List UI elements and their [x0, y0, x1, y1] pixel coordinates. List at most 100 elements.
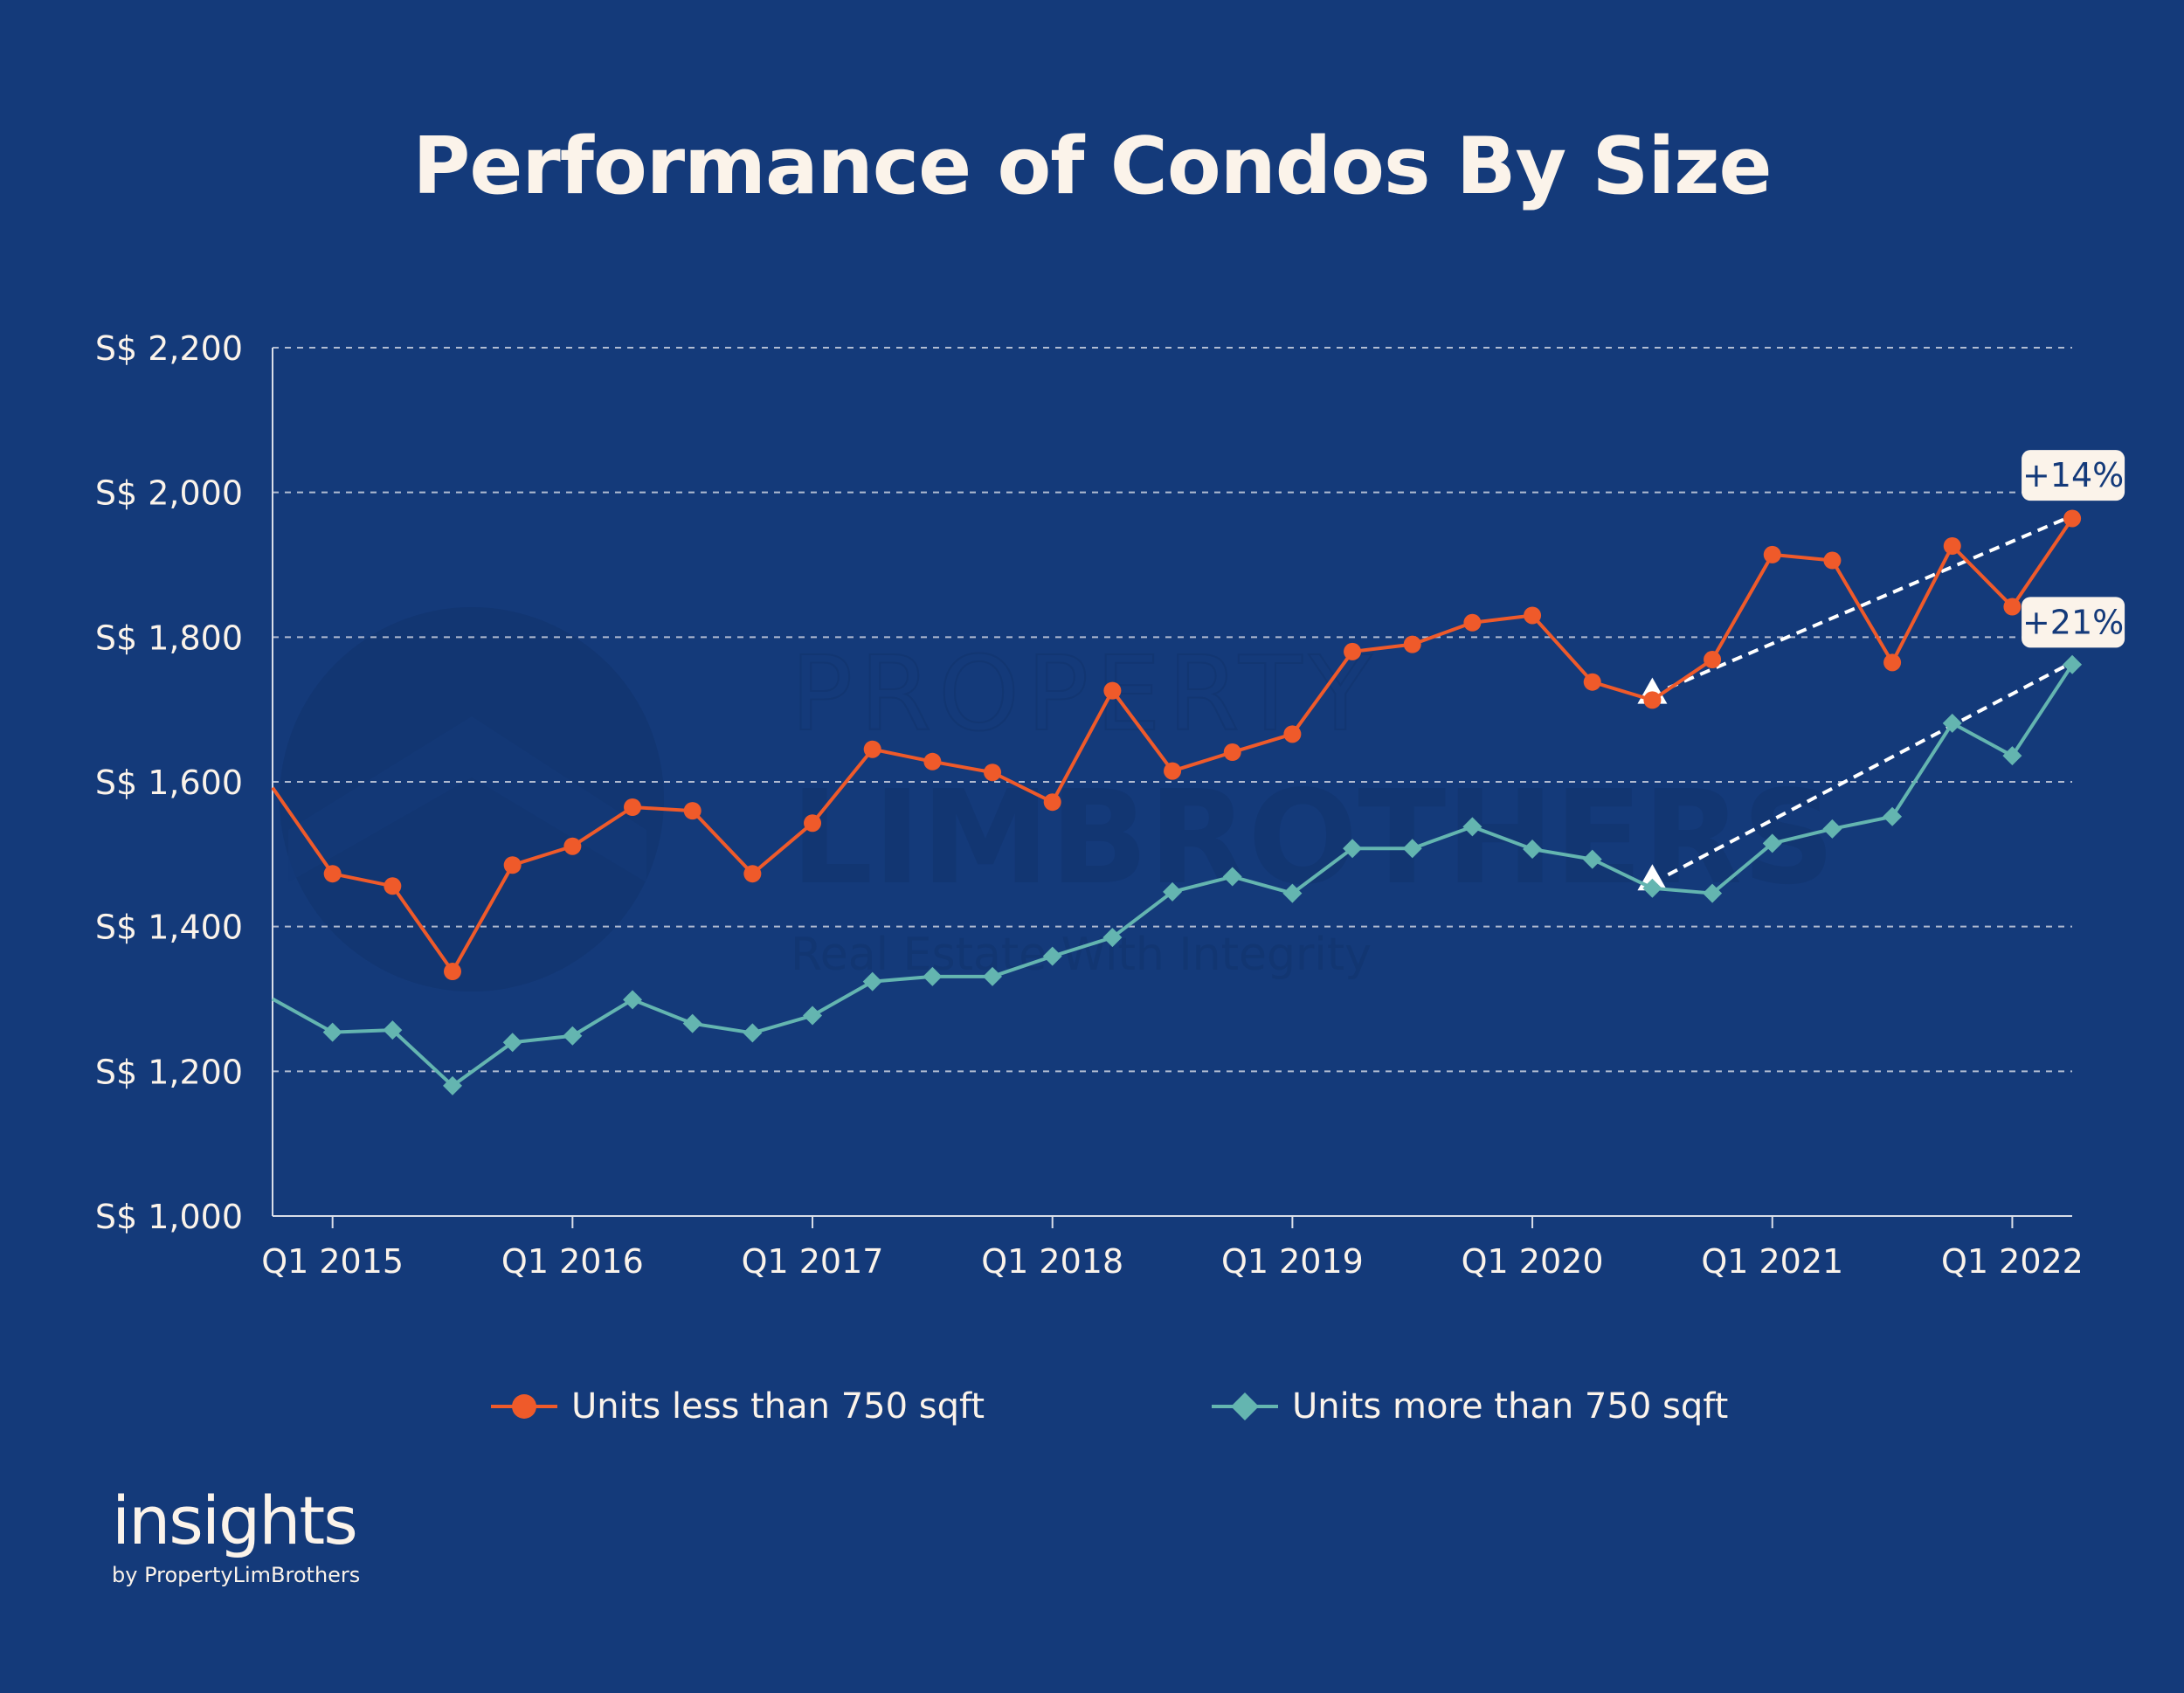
brand-logo: insights by PropertyLimBrothers: [112, 1485, 360, 1588]
data-point: [1583, 673, 1601, 691]
data-point: [1102, 928, 1123, 948]
data-point: [804, 814, 822, 833]
data-point: [1883, 653, 1902, 672]
data-point: [1822, 819, 1842, 839]
data-point: [1704, 651, 1722, 669]
y-tick-label: S$ 1,200: [95, 1053, 243, 1091]
data-point: [1222, 867, 1242, 887]
watermark-text-property: PROPERTY: [791, 633, 1379, 754]
data-point: [862, 971, 882, 992]
data-point: [322, 1022, 342, 1042]
data-point: [923, 752, 942, 770]
data-point: [1642, 878, 1662, 898]
y-tick-label: S$ 1,400: [95, 909, 243, 947]
y-tick-label: S$ 1,000: [95, 1198, 243, 1236]
callout-badge: +14%: [2022, 450, 2125, 501]
data-point: [1942, 713, 1962, 733]
x-tick-label: Q1 2016: [501, 1242, 644, 1281]
series-large-units: [272, 654, 2083, 1095]
y-tick-label: S$ 1,600: [95, 764, 243, 802]
trend-arrow-line: [1667, 515, 2070, 690]
growth-callouts: +14% +21%: [2022, 450, 2125, 648]
callout-label: +14%: [2022, 456, 2124, 494]
data-point: [1043, 793, 1061, 812]
data-point: [2002, 746, 2022, 766]
data-point: [1282, 883, 1303, 903]
data-point: [1042, 946, 1062, 966]
legend-marker-diamond-icon: [1212, 1392, 1278, 1420]
data-point: [743, 865, 762, 883]
y-axis-tick-labels: S$ 1,000 S$ 1,200 S$ 1,400 S$ 1,600 S$ 1,800…: [95, 329, 243, 1236]
series-small-units: [271, 509, 2082, 981]
data-point: [1703, 883, 1723, 903]
data-point: [2063, 509, 2082, 528]
data-point: [1103, 681, 1122, 700]
data-point: [923, 966, 943, 986]
data-point: [1762, 833, 1782, 853]
data-point: [1283, 725, 1302, 743]
x-tick-label: Q1 2021: [1701, 1242, 1843, 1281]
data-point: [323, 865, 342, 883]
callout-badge: +21%: [2022, 597, 2125, 648]
legend-label-small-units: Units less than 750 sqft: [571, 1386, 985, 1427]
brand-logo-subtitle: by PropertyLimBrothers: [112, 1563, 361, 1587]
chart-title: Performance of Condos By Size: [412, 121, 1772, 212]
data-point: [444, 963, 462, 981]
y-tick-label: S$ 1,800: [95, 618, 243, 657]
data-point: [624, 798, 642, 816]
data-point: [863, 740, 881, 758]
brand-logo-word: insights: [112, 1482, 358, 1559]
x-tick-label: Q1 2020: [1462, 1242, 1604, 1281]
data-point: [2063, 654, 2083, 674]
data-point: [623, 990, 643, 1010]
callout-badge-bg: [2022, 450, 2125, 501]
data-point: [683, 802, 702, 820]
data-point: [1463, 613, 1482, 632]
x-tick-label: Q1 2019: [1221, 1242, 1364, 1281]
data-point: [1763, 545, 1781, 563]
callout-label: +21%: [2022, 603, 2124, 641]
data-point: [983, 966, 1003, 986]
data-point: [1344, 642, 1362, 660]
data-point: [443, 1075, 463, 1095]
data-point: [503, 856, 522, 874]
x-tick-label: Q1 2017: [742, 1242, 884, 1281]
data-point: [1163, 881, 1183, 902]
legend-label-large-units: Units more than 750 sqft: [1292, 1386, 1729, 1427]
data-point: [1462, 817, 1482, 837]
data-point: [1823, 551, 1842, 570]
legend-item-large-units: Units more than 750 sqft: [1210, 1376, 1728, 1437]
callout-badge-bg: [2022, 597, 2125, 648]
data-point: [1643, 691, 1662, 709]
data-point: [1343, 839, 1363, 859]
legend-item-small-units: Units less than 750 sqft: [489, 1376, 985, 1437]
x-tick-label: Q1 2015: [261, 1242, 404, 1281]
data-point: [1582, 849, 1602, 869]
data-point: [1223, 743, 1241, 762]
data-point: [984, 764, 1002, 782]
y-tick-label: S$ 2,200: [95, 329, 243, 368]
data-point: [1402, 839, 1422, 859]
data-point: [803, 1005, 823, 1026]
data-point: [743, 1023, 763, 1043]
data-point: [1524, 606, 1542, 625]
legend: Units less than 750 sqft Units more than…: [0, 1376, 2184, 1437]
y-tick-label: S$ 2,000: [95, 474, 243, 513]
axes: [272, 348, 2072, 1228]
watermark-text-tagline: Real Estate With Integrity: [791, 929, 1372, 981]
x-tick-label: Q1 2022: [1941, 1242, 2084, 1281]
x-axis-tick-labels: Q1 2015 Q1 2016 Q1 2017 Q1 2018 Q1 2019 Q1 20…: [261, 1242, 2084, 1281]
data-point: [1403, 635, 1421, 653]
data-point: [1164, 762, 1182, 780]
watermark-logo: PROPERTY LIMBROTHERS Real Estate With In…: [280, 607, 1835, 992]
data-point: [682, 1013, 702, 1033]
trend-arrow-line: [1667, 662, 2070, 877]
data-point: [383, 1020, 403, 1040]
data-point: [384, 877, 402, 895]
x-tick-label: Q1 2018: [981, 1242, 1123, 1281]
data-point: [563, 1026, 583, 1046]
data-point: [1883, 806, 1903, 826]
data-point: [1523, 840, 1543, 860]
data-point: [502, 1033, 522, 1053]
